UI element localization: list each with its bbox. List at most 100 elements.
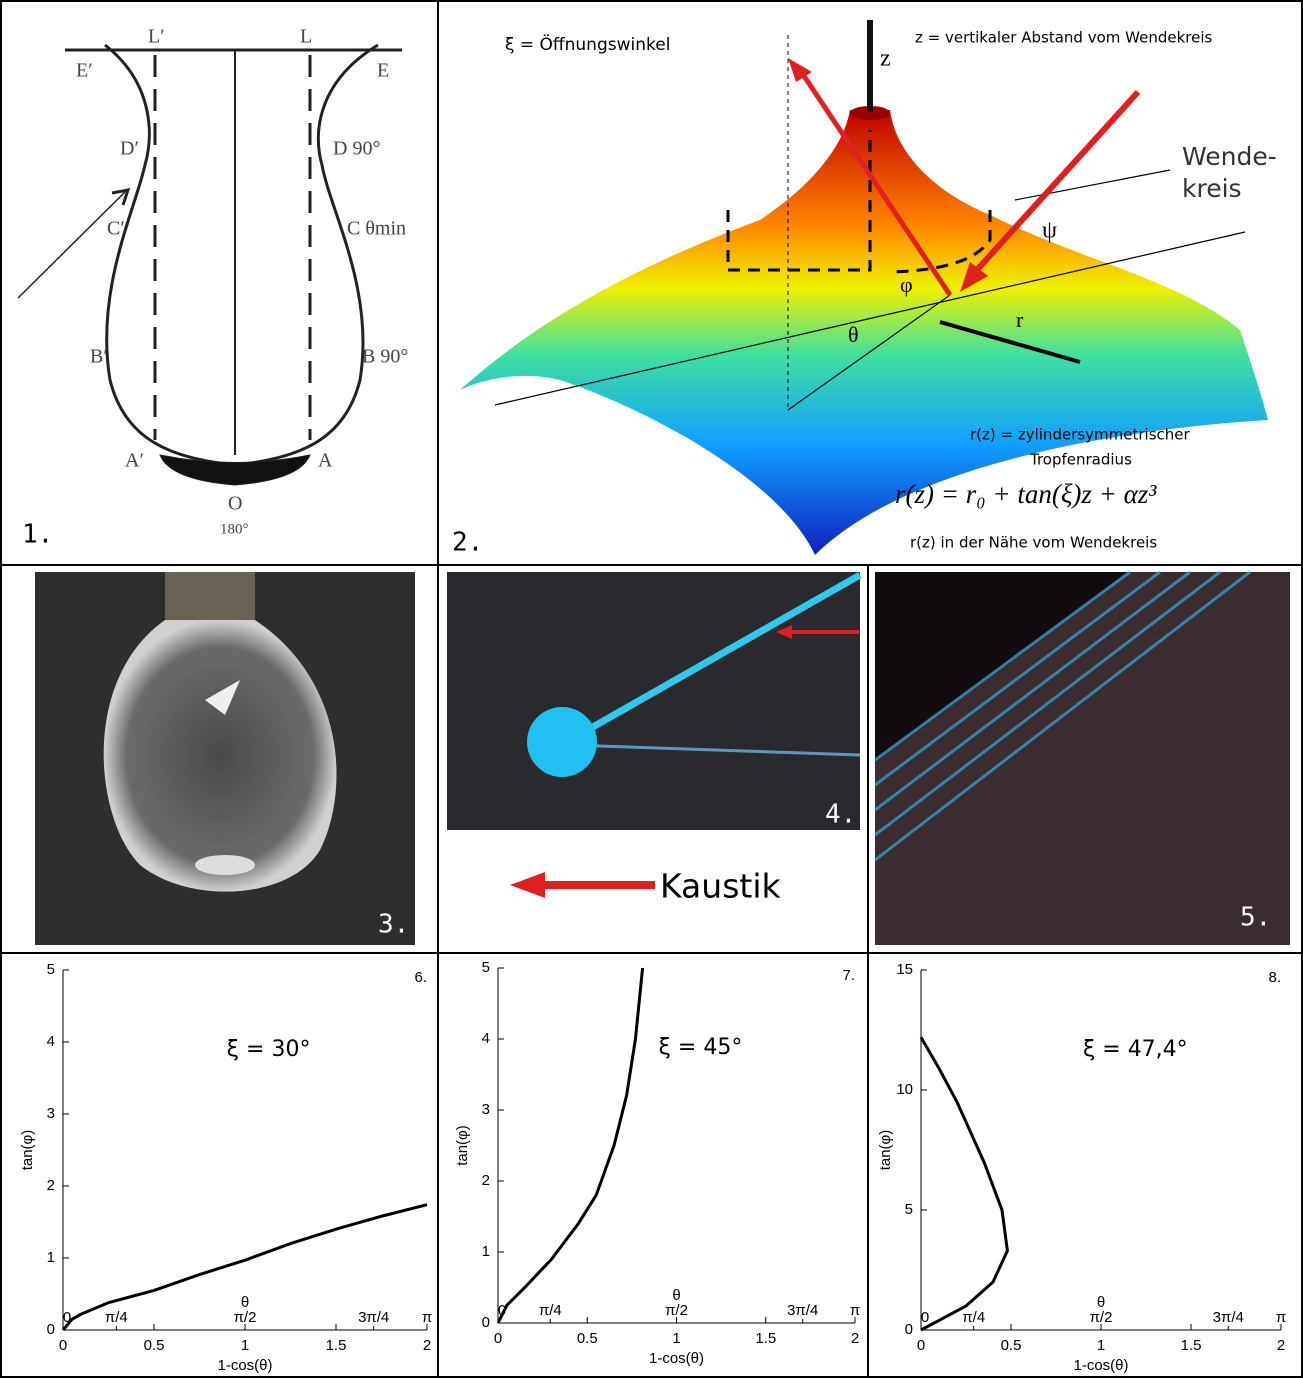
- y-tick-label: 1: [47, 1249, 55, 1266]
- x-axis-label: 1-cos(θ): [649, 1350, 704, 1367]
- panel-1-labels: L′ L E′ E D′ D 90° C′ C θmin B′ B 90° A′…: [76, 26, 408, 538]
- x-tick-label: 0: [494, 1330, 502, 1347]
- y-tick-label: 3: [482, 1101, 490, 1118]
- annotation: r(z) = zylindersymmetrischer: [970, 426, 1191, 444]
- x2-tick-label: π/4: [962, 1309, 985, 1326]
- label: E: [377, 60, 389, 82]
- y-axis-label: tan(φ): [877, 1130, 894, 1171]
- label: L: [300, 26, 312, 48]
- curve: [919, 1036, 1009, 1332]
- x2-axis-label: θ: [1097, 1294, 1105, 1311]
- label: O: [228, 493, 242, 515]
- panel-number: 5.: [1240, 903, 1271, 933]
- x2-tick-label: π: [850, 1302, 860, 1319]
- x2-axis-label: θ: [241, 1294, 249, 1311]
- y-tick-label: 3: [47, 1105, 55, 1122]
- annotation: θ: [848, 322, 859, 347]
- label: C θmin: [347, 218, 406, 240]
- annotation: ξ = 47,4°: [1083, 1037, 1188, 1062]
- panel-number: 7.: [842, 967, 855, 984]
- y-axis-label: tan(φ): [454, 1125, 471, 1166]
- arrow-head: [510, 872, 545, 898]
- y-tick-label: 1: [482, 1243, 490, 1260]
- y-tick-label: 4: [47, 1033, 55, 1050]
- y-tick-label: 4: [482, 1030, 490, 1047]
- x-axis-label: 1-cos(θ): [217, 1357, 272, 1374]
- panel-2-drawing: [460, 20, 1268, 555]
- y-tick-label: 2: [47, 1177, 55, 1194]
- label: A′: [125, 450, 144, 472]
- y-tick-label: 5: [482, 959, 490, 976]
- y-tick-label: 2: [482, 1172, 490, 1189]
- x2-tick-label: π/4: [105, 1309, 128, 1326]
- y-tick-label: 0: [905, 1321, 913, 1338]
- x2-tick-label: π/2: [1090, 1309, 1113, 1326]
- annotation: z = vertikaler Abstand vom Wendekreis: [915, 29, 1213, 47]
- x2-axis-label: θ: [672, 1287, 680, 1304]
- label: E′: [76, 60, 93, 82]
- y-tick-label: 0: [482, 1314, 490, 1331]
- x2-tick-label: 0: [921, 1309, 929, 1326]
- x2-tick-label: π/2: [234, 1309, 257, 1326]
- panel-5-photo: [874, 570, 1290, 945]
- label: C′: [107, 218, 125, 240]
- x-axis-label: 1-cos(θ): [1073, 1357, 1128, 1374]
- label: L′: [148, 26, 165, 48]
- annotation: ξ = Öffnungswinkel: [505, 33, 670, 55]
- x2-tick-label: 0: [498, 1302, 506, 1319]
- panel-number: 8.: [1268, 969, 1281, 986]
- panel-number: 3.: [378, 910, 409, 940]
- x-tick-label: 1.5: [326, 1337, 347, 1354]
- x2-tick-label: π: [1276, 1309, 1286, 1326]
- annotation: ξ = 45°: [659, 1035, 743, 1060]
- x2-tick-label: 3π/4: [1213, 1309, 1244, 1326]
- x-tick-label: 1: [1097, 1337, 1105, 1354]
- caption: Kaustik: [660, 867, 781, 906]
- annotation: Wende-: [1182, 142, 1277, 171]
- x-tick-label: 0: [59, 1337, 67, 1354]
- x2-tick-label: 3π/4: [787, 1302, 818, 1319]
- x2-tick-label: 0: [63, 1309, 71, 1326]
- label: B′: [90, 346, 108, 368]
- panel-1-drawing: [17, 43, 402, 486]
- y-tick-label: 5: [47, 961, 55, 978]
- y-tick-label: 5: [905, 1201, 913, 1218]
- x-tick-label: 1.5: [1181, 1337, 1202, 1354]
- x-tick-label: 0.5: [1001, 1337, 1022, 1354]
- label: B 90°: [362, 346, 408, 368]
- curve: [61, 1203, 428, 1331]
- annotation: ξ = 30°: [227, 1037, 311, 1062]
- axis-label: z: [880, 46, 891, 72]
- label: D′: [120, 138, 139, 160]
- panel-number: 1.: [22, 520, 53, 550]
- y-tick-label: 15: [896, 961, 913, 978]
- curve: [496, 967, 645, 1324]
- y-tick-label: 0: [47, 1321, 55, 1338]
- annotation: r: [1016, 307, 1024, 332]
- x-tick-label: 1: [241, 1337, 249, 1354]
- x2-tick-label: π: [422, 1309, 432, 1326]
- x-tick-label: 1.5: [755, 1330, 776, 1347]
- annotation: φ: [900, 272, 913, 297]
- formula: r(z) = r₀ + tan(ξ)z + αz³: [895, 479, 1157, 509]
- label: D 90°: [333, 138, 380, 160]
- x-tick-label: 0: [917, 1337, 925, 1354]
- y-tick-label: 10: [896, 1081, 913, 1098]
- panel-number: 4.: [825, 800, 856, 830]
- x2-tick-label: 3π/4: [358, 1309, 389, 1326]
- annotation: kreis: [1182, 174, 1242, 203]
- panel-4-photo: [447, 571, 862, 830]
- x-tick-label: 2: [423, 1337, 431, 1354]
- annotation: Tropfenradius: [1029, 451, 1132, 469]
- panel-number: 6.: [414, 969, 427, 986]
- panel-3-photo: [35, 572, 415, 945]
- x2-tick-label: π/4: [539, 1302, 562, 1319]
- x-tick-label: 1: [672, 1330, 680, 1347]
- annotation: ψ: [1042, 218, 1057, 244]
- x-tick-label: 2: [1277, 1337, 1285, 1354]
- x-tick-label: 0.5: [144, 1337, 165, 1354]
- panel-number: 2.: [452, 528, 483, 558]
